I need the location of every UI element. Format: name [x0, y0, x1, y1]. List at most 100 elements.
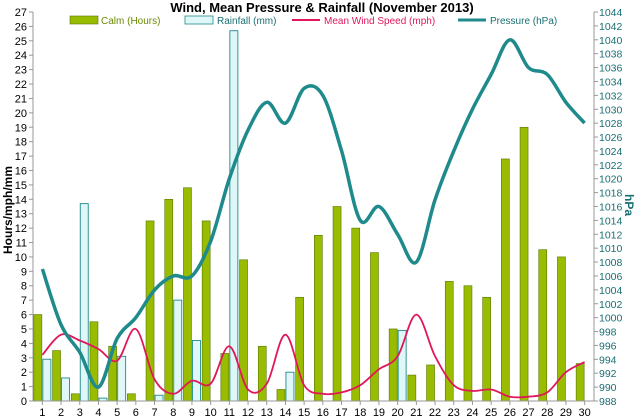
y2-tick-label-11: 1010	[599, 243, 623, 255]
y-tick-label-22: 22	[15, 79, 27, 91]
y-tick-label-17: 17	[15, 151, 27, 163]
y2-tick-label-14: 1016	[599, 202, 623, 214]
y-tick-label-0: 0	[21, 396, 27, 408]
legend-label-rainfall: Rainfall (mm)	[217, 16, 276, 27]
x-tick-label-1: 2	[58, 407, 64, 419]
y2-tick-label-9: 1006	[599, 271, 623, 283]
x-tick-label-5: 6	[133, 407, 139, 419]
y-tick-label-1: 1	[21, 382, 27, 394]
bar-calm-20	[407, 374, 417, 402]
bar-calm-10	[220, 353, 230, 402]
x-tick-label-10: 11	[224, 407, 235, 419]
x-tick-label-13: 14	[279, 407, 291, 419]
y-tick-label-21: 21	[15, 93, 27, 105]
y-tick-label-11: 11	[16, 238, 27, 250]
bar-calm-23	[463, 285, 473, 402]
y-tick-label-26: 26	[15, 21, 27, 33]
y2-tick-label-21: 1030	[599, 104, 623, 116]
x-tick-label-11: 12	[242, 407, 254, 419]
y-tick-label-23: 23	[15, 65, 27, 77]
y2-tick-label-17: 1022	[599, 160, 623, 172]
x-tick-label-2: 3	[77, 407, 83, 419]
bar-rainfall-8	[191, 340, 201, 402]
y-tick-label-2: 2	[21, 367, 27, 379]
y2-tick-label-4: 996	[599, 340, 617, 352]
bar-calm-15	[314, 235, 323, 402]
bar-calm-27	[538, 249, 548, 402]
y2-tick-label-6: 1000	[599, 313, 623, 325]
x-tick-label-8: 9	[189, 407, 195, 419]
legend-swatch-calm	[69, 15, 99, 25]
bar-rainfall-0	[42, 358, 52, 402]
bar-calm-21	[426, 364, 435, 402]
y-axis-label: Hours/mph/mm	[1, 166, 15, 254]
y2-tick-label-25: 1038	[599, 49, 623, 61]
y2-tick-label-22: 1032	[599, 90, 623, 102]
x-tick-label-27: 28	[541, 407, 553, 419]
y2-tick-label-2: 992	[599, 368, 617, 380]
y-tick-label-13: 13	[15, 209, 27, 221]
x-tick-label-16: 17	[335, 407, 347, 419]
bar-calm-16	[332, 206, 342, 402]
y-tick-label-19: 19	[15, 122, 27, 134]
x-tick-label-6: 7	[151, 407, 157, 419]
y2-tick-label-0: 988	[599, 396, 617, 408]
bar-rainfall-1	[61, 377, 70, 402]
bar-calm-25	[501, 158, 510, 402]
y2-tick-label-7: 1002	[599, 299, 623, 311]
y-tick-label-7: 7	[21, 295, 27, 307]
bar-calm-13	[276, 389, 286, 402]
x-tick-label-18: 19	[373, 407, 385, 419]
bar-calm-17	[351, 227, 361, 402]
y-tick-label-20: 20	[15, 108, 27, 120]
bar-rainfall-7	[173, 299, 183, 402]
y-tick-label-8: 8	[21, 281, 27, 293]
bar-rainfall-10	[229, 30, 239, 402]
bar-calm-1	[52, 350, 61, 402]
y2-tick-label-26: 1040	[599, 35, 623, 47]
x-tick-label-4: 5	[114, 407, 120, 419]
y-tick-label-25: 25	[15, 36, 27, 48]
x-tick-label-29: 30	[579, 407, 591, 419]
y-tick-label-27: 27	[15, 7, 27, 19]
legend: Calm (Hours) Rainfall (mm) Mean Wind Spe…	[69, 15, 557, 27]
bar-calm-2	[70, 393, 80, 402]
bar-calm-0	[33, 314, 43, 402]
chart-title: Wind, Mean Pressure & Rainfall (November…	[170, 0, 473, 15]
x-tick-label-24: 25	[485, 407, 497, 419]
bar-calm-18	[370, 252, 379, 402]
y2-tick-label-5: 998	[599, 327, 617, 339]
y2-tick-label-20: 1028	[599, 118, 623, 130]
y2-tick-label-1: 990	[599, 382, 617, 394]
y2-tick-label-12: 1012	[599, 229, 623, 241]
x-tick-label-15: 16	[317, 407, 329, 419]
y2-tick-label-8: 1004	[599, 285, 623, 297]
y-tick-label-9: 9	[21, 266, 27, 278]
y-tick-label-10: 10	[15, 252, 27, 264]
x-tick-label-28: 29	[560, 407, 572, 419]
x-tick-label-3: 4	[95, 407, 101, 419]
y-tick-label-5: 5	[21, 324, 27, 336]
y2-tick-label-10: 1008	[599, 257, 623, 269]
y2-tick-label-16: 1020	[599, 174, 623, 186]
bar-calm-14	[295, 296, 304, 402]
bar-calm-19	[388, 328, 398, 402]
y2-tick-label-24: 1036	[599, 63, 623, 75]
line-wind-speed	[41, 313, 586, 399]
bar-calm-29	[575, 363, 585, 402]
y-tick-label-14: 14	[15, 194, 27, 206]
x-tick-label-7: 8	[170, 407, 176, 419]
bar-calm-8	[183, 187, 192, 402]
bar-calm-24	[482, 296, 491, 402]
y-tick-label-18: 18	[15, 137, 27, 149]
y-tick-label-12: 12	[15, 223, 27, 235]
x-tick-label-14: 15	[298, 407, 310, 419]
y-tick-label-3: 3	[21, 353, 27, 365]
bar-rainfall-6	[154, 394, 164, 402]
bar-calm-7	[164, 198, 174, 402]
bar-calm-5	[127, 393, 136, 402]
x-tick-label-0: 1	[39, 407, 45, 419]
legend-label-wind: Mean Wind Speed (mph)	[324, 16, 435, 27]
bar-rainfall-13	[285, 371, 295, 402]
